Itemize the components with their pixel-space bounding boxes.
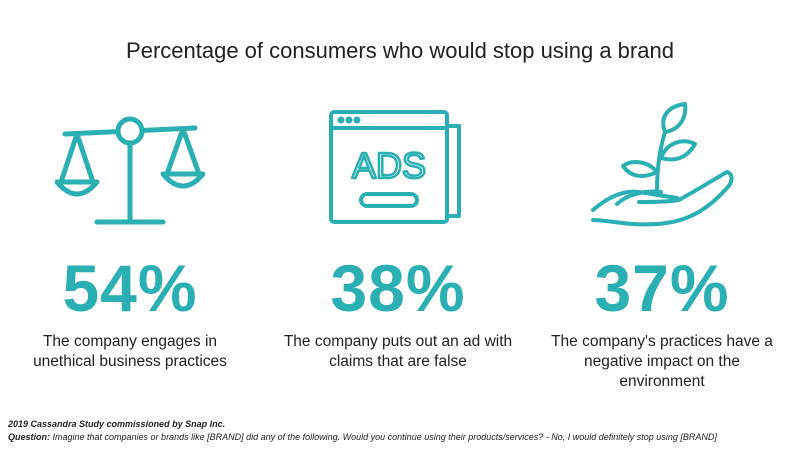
stat-column-unethical: 54% The company engages in unethical bus… — [0, 92, 260, 372]
stat-description: The company's practices have a negative … — [551, 333, 773, 390]
stat-column-environment: 37% The company's practices have a negat… — [532, 92, 792, 392]
stat-value: 38% — [330, 251, 466, 325]
plant-hand-icon — [532, 92, 792, 242]
footer-note: 2019 Cassandra Study commissioned by Sna… — [8, 418, 788, 444]
stat-description: The company puts out an ad with claims t… — [283, 333, 513, 370]
question-text: Imagine that companies or brands like [B… — [50, 432, 717, 442]
stat-value: 37% — [594, 251, 730, 325]
source-citation: 2019 Cassandra Study commissioned by Sna… — [8, 419, 226, 429]
stat-column-false-ads: ADS 38% The company puts out an ad with … — [268, 92, 528, 372]
scales-icon — [0, 92, 260, 242]
page-title: Percentage of consumers who would stop u… — [126, 38, 674, 63]
stat-description: The company engages in unethical busines… — [33, 333, 227, 370]
stat-value: 54% — [62, 251, 198, 325]
survey-question: Question: Imagine that companies or bran… — [8, 431, 788, 444]
question-label: Question: — [8, 432, 50, 442]
ads-icon-text: ADS — [352, 145, 426, 186]
ads-window-icon: ADS — [268, 92, 528, 242]
